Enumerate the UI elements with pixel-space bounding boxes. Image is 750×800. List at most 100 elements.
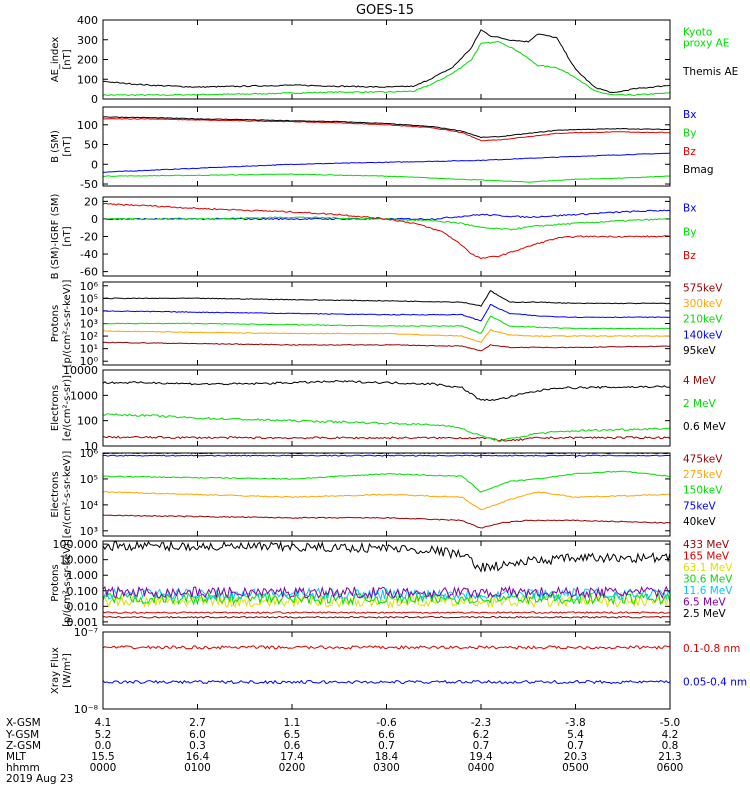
y-tick-label: 200 — [77, 54, 98, 67]
series-line-2-5-mev — [103, 541, 670, 573]
panel-electrons_kev: Electrons [e/(cm²-s-sr-keV)] 10³ 10⁴ 10⁵ 10⁶ 4… — [50, 447, 723, 538]
series-line-bz — [103, 118, 670, 142]
y-tick-label: -60 — [80, 266, 98, 279]
ephemeris-value: 2.7 — [189, 717, 206, 729]
legend-entry: 165 MeV — [683, 550, 730, 562]
ephemeris-value: 4.1 — [95, 717, 112, 729]
panel-bsm: B (SM) [nT] -50 0 50 100 Bx By Bz Bmag — [50, 106, 714, 191]
ephemeris-row-label: X-GSM — [6, 717, 41, 729]
ephemeris-value: 17.4 — [280, 751, 304, 763]
ephemeris-value: 0.6 — [284, 740, 301, 752]
panel-frame — [102, 281, 671, 366]
legend-entry: 2.5 MeV — [683, 608, 727, 620]
legend-entry: 300keV — [683, 298, 723, 310]
y-tick-label: 10³ — [80, 318, 98, 331]
panel-xray: Xray Flux [W/m²] 10⁻⁸ 10⁻⁷ 0.1-0.8 nm 0.05-0.… — [50, 626, 747, 716]
series-line-575kev — [103, 341, 670, 352]
y-axis-label: Electrons — [50, 385, 61, 431]
y-tick-label: 10⁵ — [80, 292, 98, 305]
y-axis-label: B (SM)-IGRF (SM) — [50, 194, 61, 280]
y-axis-label: [W/m²] — [62, 653, 73, 688]
series-line-433-mev — [103, 615, 670, 619]
y-tick-label: 10⁻⁸ — [74, 703, 99, 716]
y-tick-label: 0 — [91, 93, 98, 106]
ephemeris-value: 0200 — [279, 762, 306, 774]
ephemeris-value: -2.3 — [471, 717, 492, 729]
series-line-11-6-mev — [103, 586, 670, 602]
panel-frame — [102, 631, 671, 710]
y-tick-label: 10⁴ — [80, 499, 99, 512]
legend-entry: 6.5 MeV — [683, 596, 727, 608]
panel-frame — [102, 196, 671, 277]
y-axis-label: [p/(cm²-s-sr-keV)] — [62, 280, 73, 368]
legend-entry: 95keV — [683, 345, 717, 357]
legend-entry: 0.1-0.8 nm — [683, 643, 740, 655]
legend-entry: 475keV — [683, 453, 723, 465]
legend-entry: Bx — [683, 109, 696, 121]
series-line-by — [103, 216, 670, 231]
y-tick-label: 10⁵ — [80, 473, 98, 486]
y-axis-label: [e/(cm²-s-sr)] — [62, 375, 73, 441]
legend-entry: 433 MeV — [683, 539, 730, 551]
y-tick-label: 10⁶ — [80, 280, 99, 293]
series-line-bz — [103, 202, 670, 260]
y-axis-label: [nT] — [62, 136, 73, 156]
ephemeris-value: -5.0 — [660, 717, 681, 729]
legend-entry: 275keV — [683, 469, 723, 481]
series-line-75kev — [103, 454, 670, 457]
plot-title: GOES-15 — [356, 3, 414, 18]
legend-entry: Kyoto — [683, 27, 712, 39]
y-tick-label: 10¹ — [80, 343, 98, 356]
y-axis-label: Protons — [50, 564, 61, 601]
ephemeris-value: 0.0 — [95, 740, 112, 752]
legend-entry: Bz — [683, 146, 696, 158]
y-tick-label: 10⁴ — [80, 305, 99, 318]
y-tick-label: 1000 — [70, 389, 98, 402]
legend-entry: 30.6 MeV — [683, 573, 733, 585]
ephemeris-value: 0.3 — [189, 740, 206, 752]
y-tick-label: 1.000 — [67, 569, 99, 582]
legend-entry: 4 MeV — [683, 375, 717, 387]
y-tick-label: 0 — [91, 213, 98, 226]
ephemeris-value: 6.5 — [284, 729, 301, 741]
series-line-150kev — [103, 470, 670, 493]
y-axis-label: Electrons — [50, 471, 61, 517]
y-tick-label: 10.000 — [60, 554, 99, 567]
ephemeris-row-label: hhmm — [6, 762, 40, 774]
series-line-475kev — [103, 514, 670, 529]
ephemeris-value: -3.8 — [565, 717, 586, 729]
y-tick-label: 10⁰ — [80, 355, 99, 368]
panel-protons_kev: Protons [p/(cm²-s-sr-keV)] 10⁰10¹10²10³10⁴… — [50, 280, 723, 369]
series-line-140kev — [103, 303, 670, 322]
ephemeris-value: 0.7 — [473, 740, 490, 752]
ephemeris-value: 20.3 — [564, 751, 587, 763]
series-line-165-mev — [103, 611, 670, 614]
series-line-300kev — [103, 328, 670, 344]
y-axis-label: [e/(cm²-s-sr-keV)] — [62, 451, 73, 539]
legend-entry: Bx — [683, 202, 696, 214]
y-axis-label: [p/(cm²-s-sr-keV)] — [62, 539, 73, 627]
ephemeris-value: 6.2 — [473, 729, 490, 741]
panel-protons_mev: Protons [p/(cm²-s-sr-keV)]0.001 0.010 0.100… — [50, 538, 733, 629]
series-line-by — [103, 173, 670, 183]
ephemeris-value: 16.4 — [186, 751, 210, 763]
panel-frame — [102, 452, 671, 537]
ephemeris-value: 0.7 — [378, 740, 395, 752]
legend-entry: 75keV — [683, 500, 717, 512]
ephemeris-value: 0100 — [184, 762, 211, 774]
series-line-0-6-mev — [103, 379, 670, 402]
y-tick-label: -40 — [80, 248, 98, 261]
ephemeris-date: 2019 Aug 23 — [6, 773, 73, 785]
series-line-2-mev — [103, 413, 670, 443]
y-tick-label: 0.010 — [67, 600, 99, 613]
y-tick-label: 400 — [77, 14, 98, 27]
legend-entry: Themis AE — [682, 66, 738, 78]
ephemeris-value: 5.2 — [95, 729, 112, 741]
ephemeris-value: 18.4 — [375, 751, 399, 763]
series-line-kyoto-proxy-ae — [103, 40, 670, 97]
ephemeris-value: 0.7 — [567, 740, 584, 752]
panel-frame — [102, 369, 671, 447]
series-line-0-1-0-8-nm — [103, 645, 670, 650]
ephemeris-row-label: MLT — [6, 751, 26, 763]
